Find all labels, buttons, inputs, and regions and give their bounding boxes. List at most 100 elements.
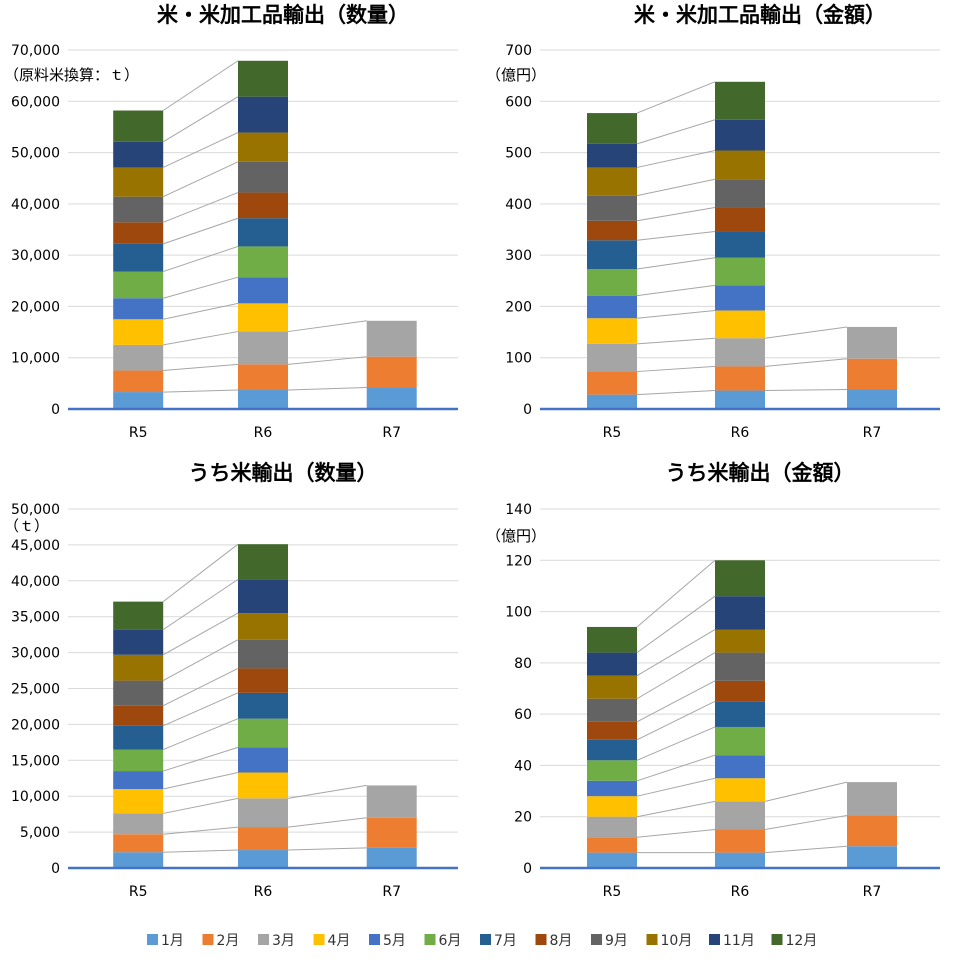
y-tick-label: 80: [514, 656, 532, 672]
bar-segment-R5-11月: [587, 652, 637, 676]
bar-segment-R5-5月: [113, 771, 164, 790]
y-tick-label: 40: [514, 758, 532, 774]
bar-segment-R6-2月: [715, 366, 765, 391]
series-connector: [163, 718, 239, 750]
bar-segment-R7-1月: [366, 387, 417, 409]
bar-segment-R7-2月: [847, 358, 897, 390]
bar-segment-R5-9月: [587, 195, 637, 221]
bar-segment-R5-8月: [587, 721, 637, 740]
x-tick-label: R7: [863, 425, 882, 441]
series-connector: [636, 337, 716, 345]
legend-swatch-5: [369, 934, 380, 945]
legend-swatch-4: [313, 934, 325, 945]
legend-swatch-9: [591, 934, 602, 945]
bar-segment-R5-1月: [113, 852, 164, 868]
x-tick-label: R7: [863, 884, 882, 900]
series-connector: [287, 356, 367, 365]
y-tick-label: 20: [514, 810, 532, 826]
x-tick-label: R5: [603, 884, 622, 900]
bar-segment-R5-2月: [587, 371, 637, 395]
bar-segment-R6-8月: [238, 668, 288, 693]
bar-segment-R5-10月: [113, 654, 164, 681]
bar-segment-R6-1月: [238, 390, 288, 409]
legend-label-12: 12月: [786, 933, 818, 949]
bar-segment-R6-6月: [715, 726, 765, 756]
y-tick-label: 200: [505, 299, 532, 315]
y-tick-label: 60: [514, 707, 532, 723]
y-tick-label: 0: [51, 402, 60, 418]
bar-segment-R6-11月: [238, 96, 288, 133]
bar-segment-R7-3月: [847, 326, 897, 359]
y-tick-label: 500: [505, 146, 532, 162]
bar-segment-R6-6月: [238, 246, 288, 278]
y-tick-label: 70,000: [11, 43, 60, 59]
bar-segment-R5-10月: [113, 167, 164, 197]
legend-label-4: 4月: [328, 933, 351, 949]
series-connector: [636, 680, 716, 723]
legend-swatch-8: [535, 934, 547, 945]
series-connector: [287, 817, 367, 828]
bar-segment-R5-10月: [587, 675, 637, 699]
series-connector: [162, 692, 239, 727]
bar-segment-R5-11月: [113, 629, 164, 655]
bar-segment-R6-2月: [238, 364, 288, 391]
bar-segment-R6-2月: [715, 829, 765, 853]
bar-segment-R6-7月: [238, 692, 288, 719]
series-connector: [287, 320, 367, 333]
bar-segment-R6-7月: [715, 701, 765, 727]
series-connector: [163, 797, 239, 814]
bar-segment-R7-3月: [366, 320, 417, 357]
bar-segment-R5-9月: [587, 698, 637, 722]
series-connector: [163, 363, 239, 372]
legend-label-7: 7月: [494, 933, 517, 949]
chart-title: うち米輸出（数量）: [189, 461, 378, 485]
series-connector: [163, 217, 239, 245]
series-connector: [287, 847, 367, 851]
series-connector: [163, 245, 239, 273]
bar-segment-R6-8月: [715, 680, 765, 702]
y-tick-label: 700: [505, 43, 532, 59]
legend-label-10: 10月: [661, 933, 693, 949]
series-connector: [162, 161, 239, 198]
chart-title: 米・米加工品輸出（金額）: [634, 3, 886, 27]
series-connector: [163, 746, 239, 772]
bar-segment-R5-12月: [587, 626, 637, 653]
bar-segment-R6-9月: [715, 179, 765, 208]
chart-panel-4: うち米輸出（金額） 0 20 40 60 80 100 120 140 （億円） R5 R6 R7: [486, 461, 940, 900]
legend-label-5: 5月: [383, 933, 406, 949]
y-tick-label: 0: [51, 861, 60, 877]
series-connector: [764, 389, 848, 392]
bar-segment-R5-1月: [113, 392, 164, 409]
chart-title: 米・米加工品輸出（数量）: [157, 3, 409, 27]
bar-segment-R6-12月: [238, 60, 288, 97]
bar-segment-R6-4月: [238, 772, 288, 799]
bar-segment-R5-1月: [587, 394, 637, 409]
chart-panel-2: 米・米加工品輸出（金額） 0 100 200 300 400 500 600 700 （億円） R5…: [486, 3, 940, 441]
bar-segment-R5-7月: [587, 739, 637, 761]
bar-segment-R6-1月: [715, 390, 765, 409]
series-connector: [764, 814, 848, 831]
bar-segment-R5-4月: [113, 789, 164, 814]
y-unit-label: （億円）: [486, 527, 546, 545]
bar-segment-R6-9月: [238, 161, 288, 193]
x-tick-label: R5: [129, 884, 148, 900]
x-tick-label: R6: [254, 425, 273, 441]
series-connector: [636, 206, 716, 222]
x-tick-label: R7: [382, 425, 401, 441]
series-connector: [163, 389, 239, 393]
y-tick-label: 50,000: [11, 502, 60, 518]
y-tick-label: 45,000: [11, 538, 60, 554]
series-connector: [636, 119, 716, 145]
legend-label-1: 1月: [161, 933, 184, 949]
bar-segment-R6-8月: [715, 207, 765, 232]
y-unit-label: （原料米換算：ｔ）: [4, 66, 139, 84]
bar-segment-R6-5月: [715, 755, 765, 779]
y-tick-label: 35,000: [11, 610, 60, 626]
y-tick-label: 400: [505, 197, 532, 213]
y-unit-label: （億円）: [486, 66, 546, 84]
bar-segment-R5-2月: [113, 370, 164, 393]
x-tick-label: R6: [731, 884, 750, 900]
y-tick-label: 20,000: [11, 717, 60, 733]
series-connector: [636, 81, 716, 114]
x-tick-label: R7: [382, 884, 401, 900]
